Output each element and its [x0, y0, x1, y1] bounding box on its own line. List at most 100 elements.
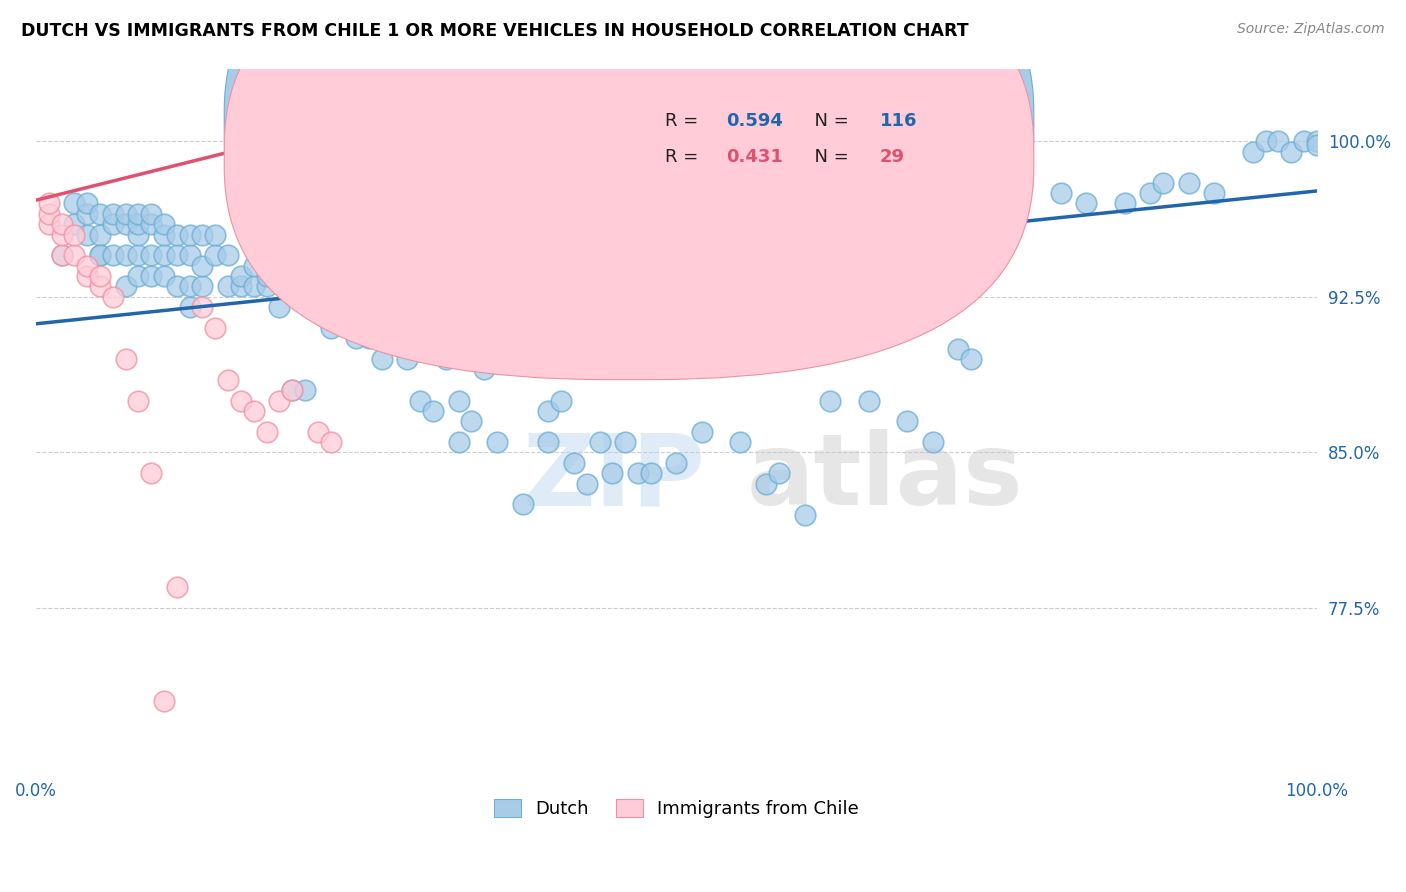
Point	[51, 217, 73, 231]
Point	[101, 248, 124, 262]
Text: 0.594: 0.594	[727, 112, 783, 130]
Point	[256, 425, 278, 439]
Point	[422, 404, 444, 418]
Point	[127, 227, 149, 242]
Point	[127, 207, 149, 221]
Point	[640, 467, 662, 481]
Point	[217, 373, 239, 387]
Text: 116: 116	[880, 112, 918, 130]
FancyBboxPatch shape	[224, 0, 1033, 344]
Point	[1178, 176, 1201, 190]
Text: R =: R =	[665, 148, 704, 166]
Point	[319, 435, 342, 450]
Point	[141, 268, 163, 283]
Point	[191, 259, 214, 273]
Point	[294, 383, 316, 397]
Point	[179, 279, 201, 293]
Point	[858, 393, 880, 408]
Point	[114, 248, 136, 262]
Point	[76, 268, 98, 283]
Point	[1204, 186, 1226, 200]
Point	[101, 217, 124, 231]
Point	[1294, 134, 1316, 148]
Text: R =: R =	[665, 112, 704, 130]
Point	[512, 497, 534, 511]
Point	[730, 435, 752, 450]
Text: DUTCH VS IMMIGRANTS FROM CHILE 1 OR MORE VEHICLES IN HOUSEHOLD CORRELATION CHART: DUTCH VS IMMIGRANTS FROM CHILE 1 OR MORE…	[21, 22, 969, 40]
Text: atlas: atlas	[747, 429, 1024, 526]
Text: N =: N =	[803, 148, 855, 166]
Point	[256, 268, 278, 283]
Point	[1114, 196, 1136, 211]
Point	[434, 352, 457, 367]
Point	[101, 290, 124, 304]
Text: 0.431: 0.431	[727, 148, 783, 166]
Point	[269, 300, 291, 314]
Point	[896, 414, 918, 428]
Point	[472, 362, 495, 376]
Point	[38, 217, 60, 231]
Point	[1011, 176, 1033, 190]
Point	[1254, 134, 1277, 148]
Point	[384, 321, 406, 335]
Text: ZIP: ZIP	[523, 429, 706, 526]
Point	[153, 268, 176, 283]
Point	[447, 435, 470, 450]
Point	[114, 217, 136, 231]
Point	[114, 279, 136, 293]
Point	[602, 467, 624, 481]
Point	[127, 248, 149, 262]
Point	[986, 207, 1008, 221]
Point	[179, 248, 201, 262]
Point	[281, 383, 304, 397]
Point	[307, 425, 329, 439]
Point	[204, 321, 226, 335]
Point	[818, 393, 841, 408]
Point	[63, 196, 86, 211]
Point	[127, 268, 149, 283]
Point	[409, 342, 432, 356]
Point	[1076, 196, 1098, 211]
Point	[127, 217, 149, 231]
Point	[357, 331, 380, 345]
Point	[242, 259, 264, 273]
Point	[191, 227, 214, 242]
Point	[38, 196, 60, 211]
Point	[153, 227, 176, 242]
Point	[76, 196, 98, 211]
Point	[588, 435, 610, 450]
Point	[51, 227, 73, 242]
Point	[114, 207, 136, 221]
Point	[281, 383, 304, 397]
Point	[141, 207, 163, 221]
Point	[51, 248, 73, 262]
Point	[1152, 176, 1174, 190]
Point	[307, 279, 329, 293]
Point	[76, 259, 98, 273]
Point	[793, 508, 815, 522]
Point	[101, 207, 124, 221]
Point	[229, 393, 252, 408]
Point	[229, 279, 252, 293]
Point	[153, 694, 176, 708]
Point	[242, 404, 264, 418]
Point	[153, 248, 176, 262]
Text: N =: N =	[803, 112, 855, 130]
Point	[127, 393, 149, 408]
Point	[204, 248, 226, 262]
Point	[486, 435, 509, 450]
Point	[371, 352, 394, 367]
Point	[89, 248, 111, 262]
Point	[396, 352, 419, 367]
Point	[179, 300, 201, 314]
Point	[63, 217, 86, 231]
Legend: Dutch, Immigrants from Chile: Dutch, Immigrants from Chile	[486, 791, 866, 825]
Point	[166, 227, 188, 242]
Point	[460, 414, 482, 428]
Point	[690, 425, 713, 439]
Point	[217, 248, 239, 262]
Point	[166, 580, 188, 594]
Point	[204, 227, 226, 242]
Point	[229, 268, 252, 283]
Point	[332, 279, 354, 293]
